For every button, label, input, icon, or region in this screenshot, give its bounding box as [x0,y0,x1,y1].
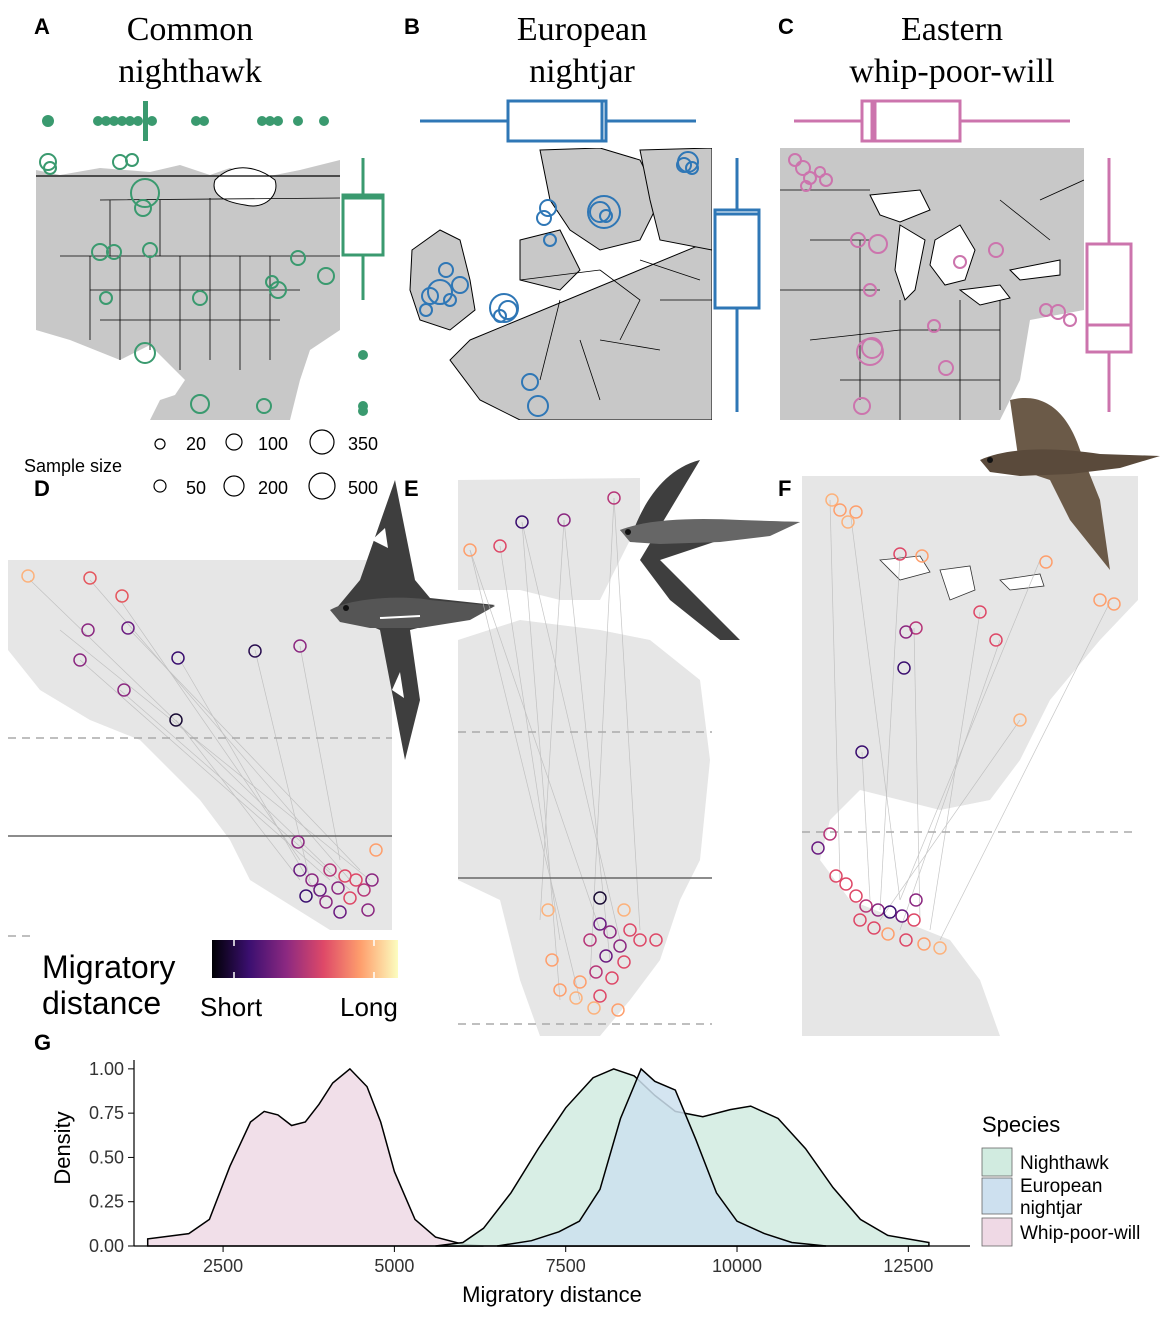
density-curve-whip-poor-will [146,1067,484,1247]
x-tick-label: 7500 [546,1256,586,1276]
sample-size-20: 20 [186,434,206,454]
sample-size-legend: Sample size 20 100 350 50 200 500 [24,429,378,500]
legend-label-nightjar: nightjar [1020,1198,1083,1219]
nightjar-illustration [620,460,800,640]
panel-a-top-distribution [42,101,329,141]
distance-legend-title-line1: Migratory [42,949,175,985]
sample-size-50: 50 [186,478,206,498]
density-areas [146,1067,930,1247]
sample-size-200: 200 [258,478,288,498]
panel-b: B European nightjar [404,11,761,420]
y-tick-label: 0.00 [89,1236,124,1256]
panel-e: E [404,460,800,1036]
species-legend-title: Species [982,1112,1060,1137]
panel-c-top-boxplot [794,99,1070,143]
panel-b-sample-circles [419,151,699,417]
distance-legend-title-line2: distance [42,985,161,1021]
legend-label-nighthawk: Nighthawk [1020,1153,1109,1174]
legend-swatch-european-nightjar [981,1177,1013,1215]
panel-letter-d: D [34,476,50,501]
x-tick-label: 10000 [712,1256,762,1276]
sample-size-legend-title: Sample size [24,456,122,476]
x-tick-label: 5000 [374,1256,414,1276]
panel-c-right-boxplot [1085,158,1133,412]
density-axes [133,1060,970,1247]
y-axis-title: Density [50,1111,75,1184]
panel-a: A Common nighthawk [34,11,385,420]
panel-letter-a: A [34,14,50,39]
panel-e-map-africa [458,620,710,1036]
panel-c-title-line2: whip-poor-will [849,53,1054,90]
panel-g: G 2500 5000 7500 10000 12500 0.00 0.25 0.50 0.75… [34,1030,1140,1307]
panel-letter-e: E [404,476,419,501]
x-tick-label: 12500 [883,1256,933,1276]
panel-c-map-features [780,179,1084,420]
density-ticks: 2500 5000 7500 10000 12500 0.00 0.25 0.50 0.75 1.… [89,1059,933,1276]
panel-f-points [811,493,1121,955]
panel-b-map-features [409,148,712,420]
legend-label-whip-poor-will: Whip-poor-will [1020,1223,1140,1244]
panel-e-map-europe [458,478,640,600]
sample-size-500: 500 [348,478,378,498]
panel-a-sample-circles [39,153,335,414]
species-legend: Species Nighthawk European nightjar Whip… [981,1112,1140,1247]
y-tick-label: 0.75 [89,1103,124,1123]
y-tick-label: 1.00 [89,1059,124,1079]
panel-b-title-line2: nightjar [529,53,635,90]
legend-swatch-nighthawk [981,1147,1013,1177]
panel-letter-b: B [404,14,420,39]
panel-e-points [463,491,663,1017]
panel-b-title-line1: European [517,11,647,48]
distance-legend-short: Short [200,992,263,1022]
density-curve-european-nightjar [497,1067,827,1247]
panel-f: F [778,398,1160,1036]
panel-f-map [802,476,1138,1036]
sample-size-100: 100 [258,434,288,454]
panel-letter-g: G [34,1030,51,1055]
panel-f-migration-lines [829,499,1111,941]
panel-d: D [8,476,495,937]
distance-colorbar [212,940,398,978]
distance-legend: Migratory distance Short Long [42,940,398,1022]
panel-b-top-boxplot [420,99,696,143]
sample-size-350: 350 [348,434,378,454]
x-axis-title: Migratory distance [462,1282,642,1307]
nighthawk-illustration [330,480,495,760]
y-tick-label: 0.50 [89,1147,124,1167]
panel-a-title-line1: Common [127,11,254,48]
panel-c-sample-circles [788,153,1077,415]
panel-a-map-features [36,148,340,420]
panel-a-right-boxplot [341,158,385,416]
panel-d-points [21,569,383,919]
panel-letter-c: C [778,14,794,39]
legend-swatch-whip-poor-will [981,1217,1013,1247]
panel-a-title-line2: nighthawk [118,53,262,90]
x-tick-label: 2500 [203,1256,243,1276]
panel-c-title-line1: Eastern [901,11,1003,48]
whip-poor-will-illustration [980,398,1160,570]
distance-legend-long: Long [340,992,398,1022]
panel-letter-f: F [778,476,791,501]
panel-b-right-boxplot [713,158,761,412]
panel-c: C Eastern whip-poor-will [778,11,1133,420]
y-tick-label: 0.25 [89,1192,124,1212]
legend-label-european: European [1020,1176,1102,1197]
